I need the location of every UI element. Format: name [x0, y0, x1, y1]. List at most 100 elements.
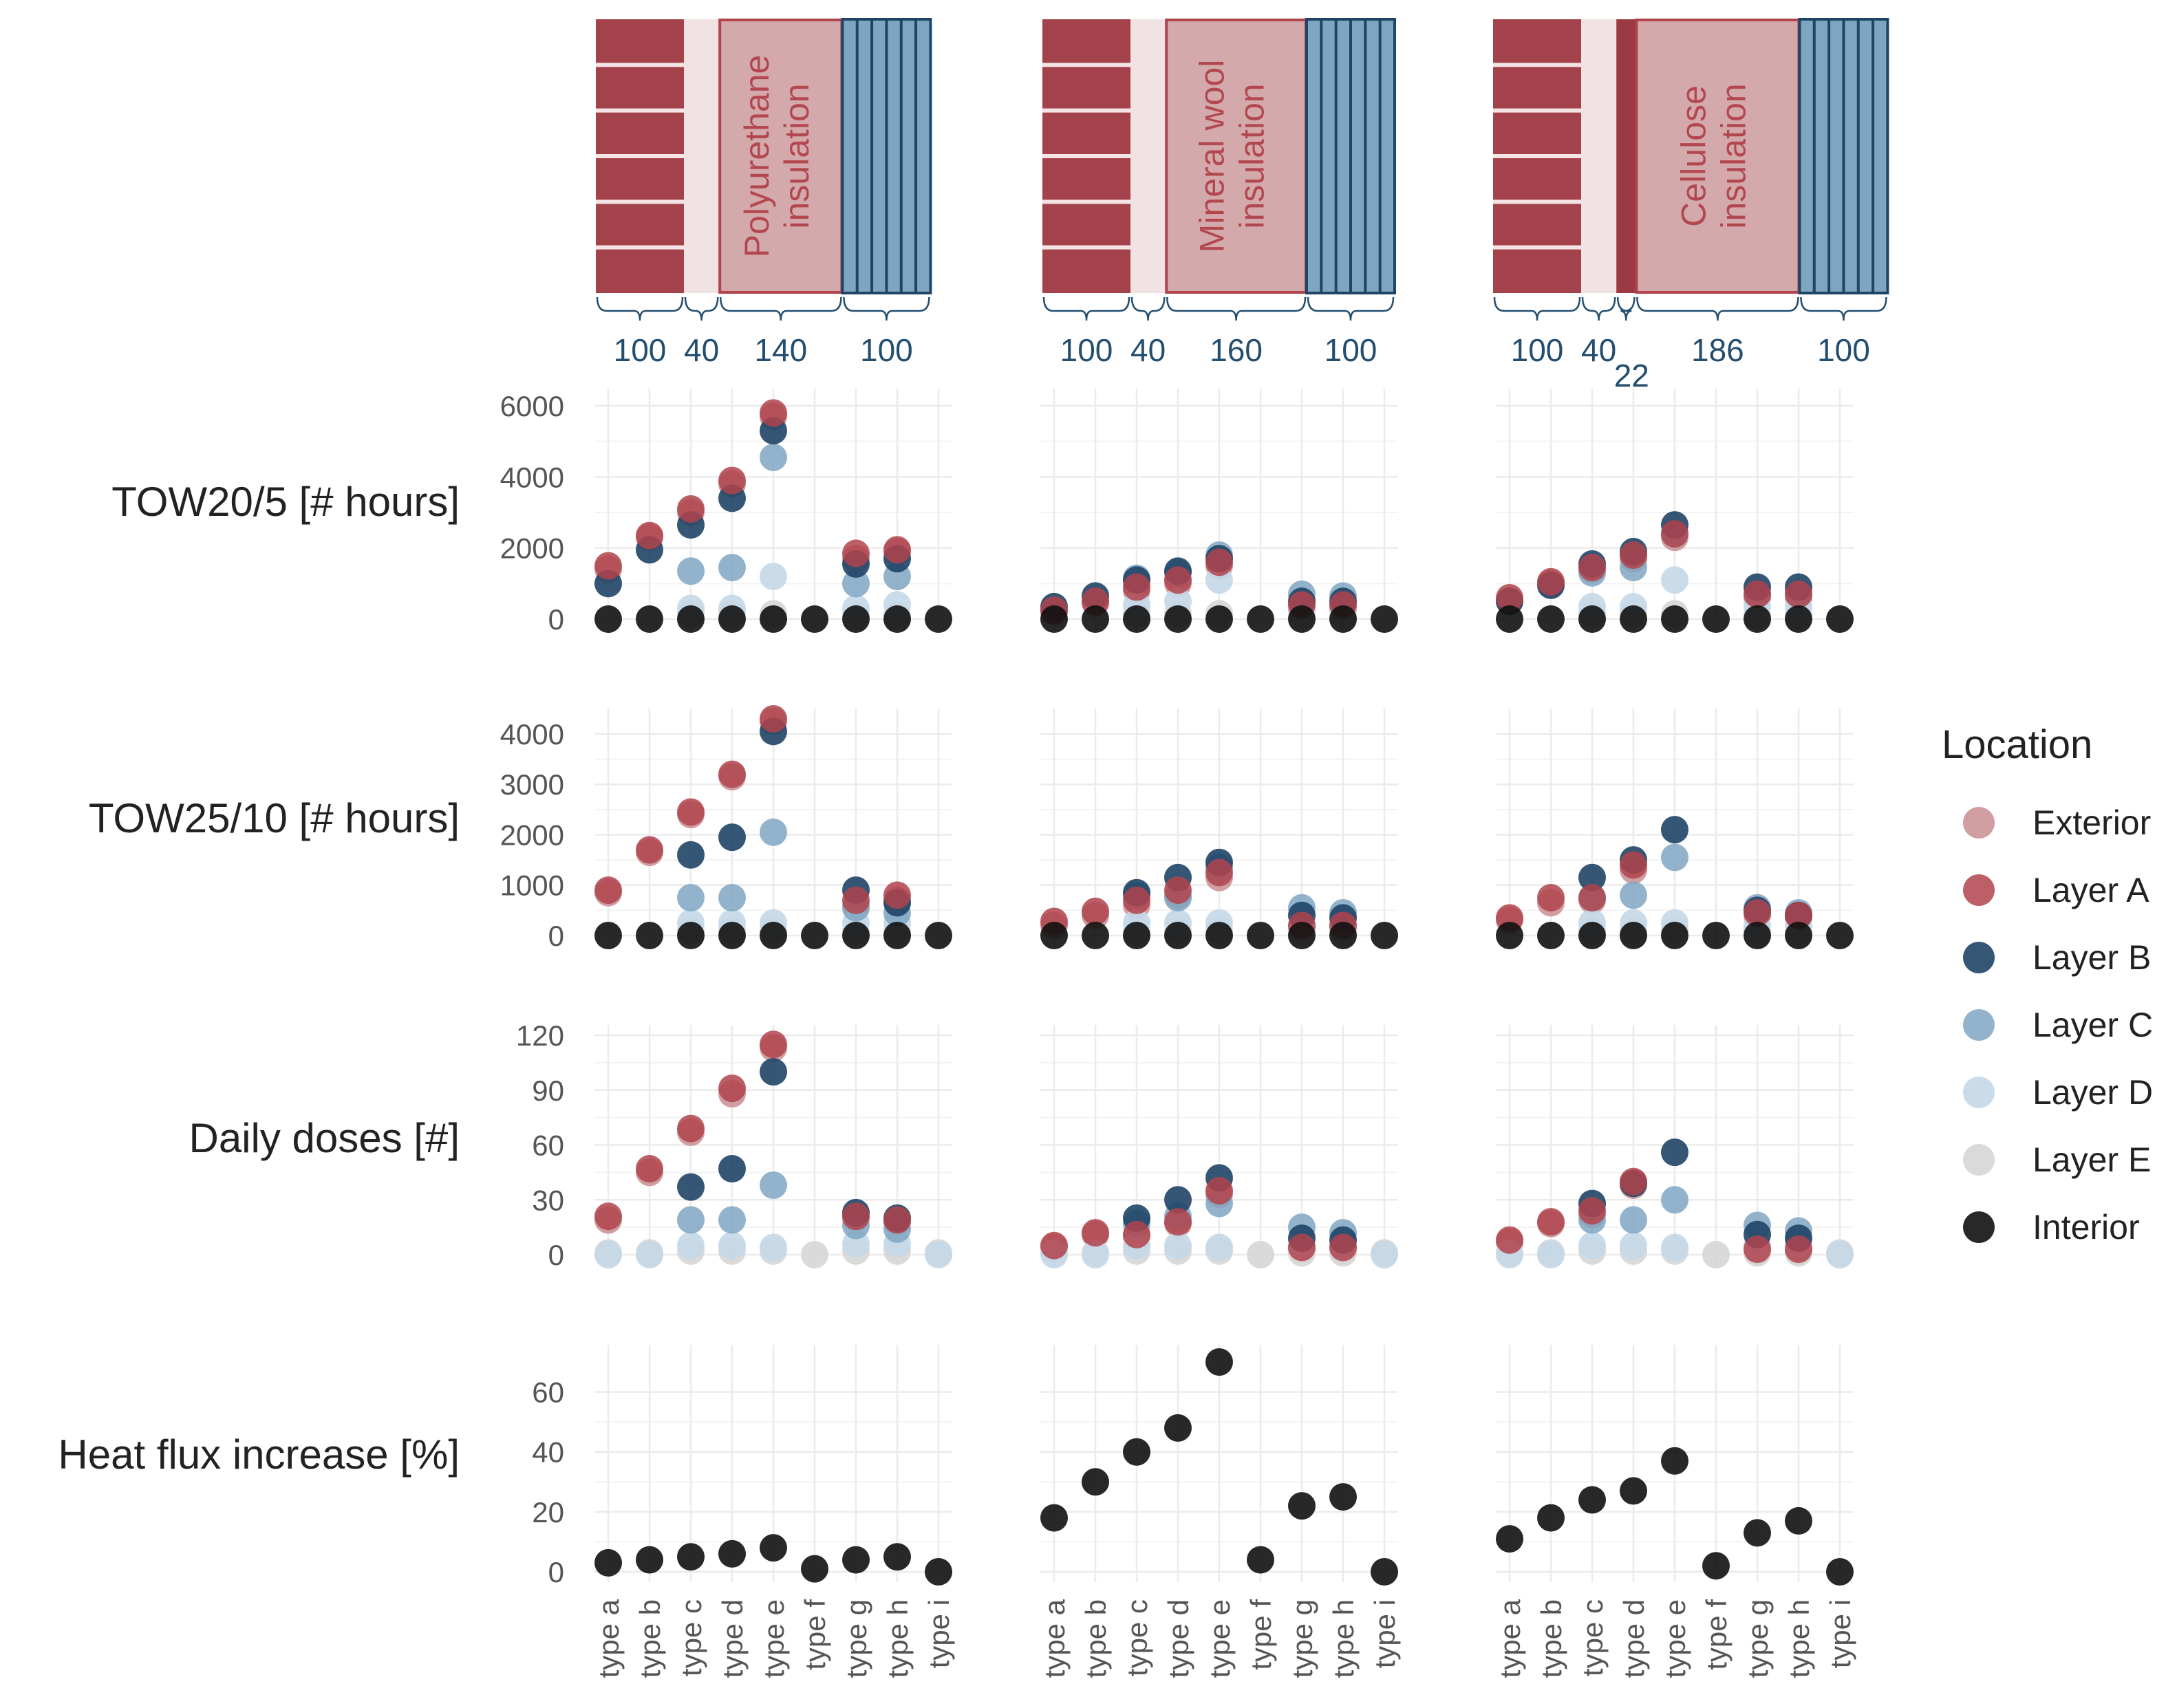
air-gap-layer [1130, 19, 1166, 293]
legend-item-layer-c: Layer C [1963, 1006, 2153, 1044]
point-layer-b [718, 1155, 746, 1183]
point-layer-a [883, 1206, 911, 1234]
point-layer-d [925, 1241, 952, 1268]
x-tick-label: type h [1783, 1599, 1815, 1678]
x-tick-label: type g [1286, 1599, 1318, 1678]
legend-key [1963, 1144, 1995, 1176]
point-interior [1371, 922, 1398, 949]
point-layer-a [677, 798, 705, 826]
x-tick-label: type b [1080, 1599, 1112, 1678]
legend-key [1963, 807, 1995, 839]
point-layer-c [718, 1206, 746, 1234]
thickness-label: 100 [614, 332, 667, 368]
y-tick-label: 1000 [500, 869, 564, 902]
point-layer-c [1661, 1186, 1688, 1214]
point-interior [1537, 1504, 1565, 1532]
point-layer-a [1329, 1233, 1357, 1262]
point-interior [1537, 922, 1565, 949]
point-layer-c [677, 1206, 705, 1234]
insulation-layer [1165, 19, 1307, 294]
point-interior [1620, 605, 1647, 633]
point-layer-e [1702, 1241, 1730, 1268]
point-interior [1744, 922, 1771, 949]
point-layer-d [760, 1233, 787, 1262]
x-tick-label: type c [1576, 1599, 1609, 1676]
panel-r4-c1: 0 20 40 60 type a type b type c type d type e typ… [532, 1345, 955, 1678]
point-layer-a [1620, 1167, 1647, 1196]
legend-label: Layer D [2033, 1073, 2153, 1112]
x-tick-label: type a [1494, 1599, 1526, 1678]
row-label: TOW20/5 [# hours] [111, 479, 460, 525]
point-interior [1371, 605, 1398, 633]
thickness-label: 100 [860, 332, 913, 368]
point-interior [1040, 922, 1068, 949]
point-interior [760, 922, 787, 949]
thickness-label: 186 [1691, 332, 1744, 368]
point-interior [1082, 605, 1109, 633]
point-interior [1826, 1558, 1854, 1586]
point-interior [1123, 605, 1150, 633]
point-layer-a [760, 705, 787, 733]
point-layer-d [718, 1231, 746, 1260]
point-interior [1785, 922, 1812, 949]
dimension-brace [596, 296, 684, 321]
point-layer-a [1288, 1233, 1316, 1262]
point-layer-a [1040, 1231, 1068, 1260]
point-interior [1247, 1546, 1274, 1574]
legend-item-exterior: Exterior [1963, 803, 2151, 842]
point-layer-a [1785, 901, 1812, 929]
point-interior [677, 922, 705, 949]
point-interior [1702, 605, 1730, 633]
point-interior [1329, 605, 1357, 633]
point-interior [842, 1546, 870, 1574]
legend-item-layer-d: Layer D [1963, 1073, 2153, 1112]
legend-title: Location [1942, 722, 2092, 767]
point-layer-d [636, 1241, 663, 1268]
point-layer-a [1620, 541, 1647, 569]
point-interior [1537, 605, 1565, 633]
point-interior [1826, 605, 1854, 633]
point-interior [1329, 1483, 1357, 1511]
point-interior [1578, 922, 1606, 949]
point-layer-c [1620, 881, 1647, 909]
point-layer-a [1744, 580, 1771, 608]
point-interior [1744, 605, 1771, 633]
dimension-brace [1166, 296, 1307, 321]
x-tick-label: type b [1535, 1599, 1567, 1678]
point-layer-a [636, 836, 663, 864]
row-label: TOW25/10 [# hours] [89, 795, 460, 841]
point-layer-a [760, 1030, 787, 1059]
x-tick-label: type e [1659, 1599, 1691, 1678]
air-gap-layer [684, 19, 720, 293]
point-layer-a [1164, 876, 1192, 905]
point-layer-d [760, 563, 787, 590]
dimension-brace [1130, 296, 1166, 321]
membrane-layer [1616, 19, 1636, 293]
legend: Location Exterior Layer A Layer B Layer C Lay… [1942, 722, 2153, 1246]
point-interior [1247, 605, 1274, 633]
insulation-layer [1635, 19, 1801, 294]
point-layer-a [594, 1202, 622, 1231]
point-layer-a [1164, 1208, 1192, 1236]
point-layer-b [1578, 863, 1606, 891]
y-tick-label: 0 [548, 603, 564, 636]
point-layer-a [1123, 573, 1150, 601]
point-interior [925, 1558, 952, 1586]
y-tick-label: 2000 [500, 532, 564, 565]
point-interior [1288, 605, 1316, 633]
point-layer-c [718, 884, 746, 912]
point-interior [1578, 1486, 1606, 1514]
x-tick-label: type e [758, 1599, 790, 1678]
point-layer-c [760, 1171, 787, 1199]
x-tick-label: type b [634, 1599, 666, 1678]
legend-label: Layer A [2033, 871, 2149, 909]
legend-label: Exterior [2033, 803, 2151, 842]
point-layer-d [1537, 1241, 1565, 1268]
thickness-label: 100 [1817, 332, 1870, 368]
point-layer-a [1082, 1219, 1109, 1247]
x-tick-label: type f [1700, 1599, 1733, 1670]
panel-r4-c3: type a type b type c type d type e type f type… [1494, 1345, 1856, 1678]
point-layer-d [677, 1231, 705, 1260]
point-interior [883, 922, 911, 949]
